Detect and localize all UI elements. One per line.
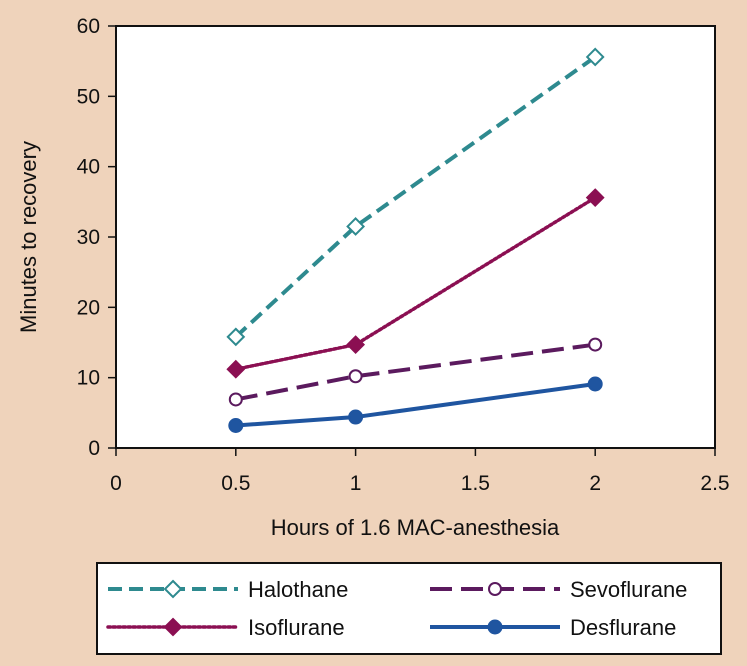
y-tick-label: 50	[77, 85, 100, 108]
y-tick-label: 60	[77, 15, 100, 38]
isoflurane-marker	[346, 335, 366, 355]
legend-sevoflurane-marker	[488, 582, 502, 596]
halothane-marker	[226, 327, 246, 347]
desflurane-marker	[587, 376, 603, 392]
desflurane-marker	[228, 417, 244, 433]
x-tick-label: 2.5	[700, 472, 729, 495]
sevoflurane-marker	[588, 337, 603, 352]
legend-desflurane-label: Desflurane	[570, 615, 676, 640]
y-axis-label: Minutes to recovery	[16, 141, 41, 333]
sevoflurane-marker	[348, 369, 363, 384]
halothane-line	[234, 55, 597, 339]
isoflurane-marker	[226, 359, 246, 379]
x-tick-label: 1.5	[461, 472, 490, 495]
isoflurane-marker	[585, 188, 605, 208]
legend-isoflurane-label: Isoflurane	[248, 615, 345, 640]
x-tick-label: 1	[350, 472, 362, 495]
y-tick-label: 40	[77, 156, 100, 179]
x-tick-label: 2	[589, 472, 601, 495]
y-tick-label: 30	[77, 226, 100, 249]
sevoflurane-marker	[228, 392, 243, 407]
plot-area	[115, 25, 716, 449]
desflurane-marker	[348, 409, 364, 425]
halothane-marker	[585, 47, 605, 67]
x-axis-label: Hours of 1.6 MAC-anesthesia	[271, 515, 560, 540]
x-tick-label: 0	[110, 472, 122, 495]
legend-isoflurane-marker	[163, 617, 183, 637]
legend-halothane-label: Halothane	[248, 577, 348, 602]
halothane-marker	[346, 217, 366, 236]
legend-desflurane-marker	[487, 619, 503, 635]
x-axis-ticks: 0 0.5 1 1.5 2 2.5	[110, 448, 730, 495]
series-layer	[226, 47, 605, 433]
y-axis-ticks: 0 10 20 30 40 50 60	[77, 15, 116, 460]
x-tick-label: 0.5	[221, 472, 250, 495]
y-tick-label: 10	[77, 367, 100, 390]
legend: Halothane Sevoflurane Isoflurane Desflurane	[106, 577, 687, 640]
legend-box	[96, 562, 722, 655]
legend-sevoflurane-label: Sevoflurane	[570, 577, 687, 602]
legend-halothane-marker	[163, 579, 183, 599]
sevoflurane-line	[235, 342, 596, 402]
y-tick-label: 0	[88, 437, 100, 460]
y-tick-label: 20	[77, 296, 100, 319]
